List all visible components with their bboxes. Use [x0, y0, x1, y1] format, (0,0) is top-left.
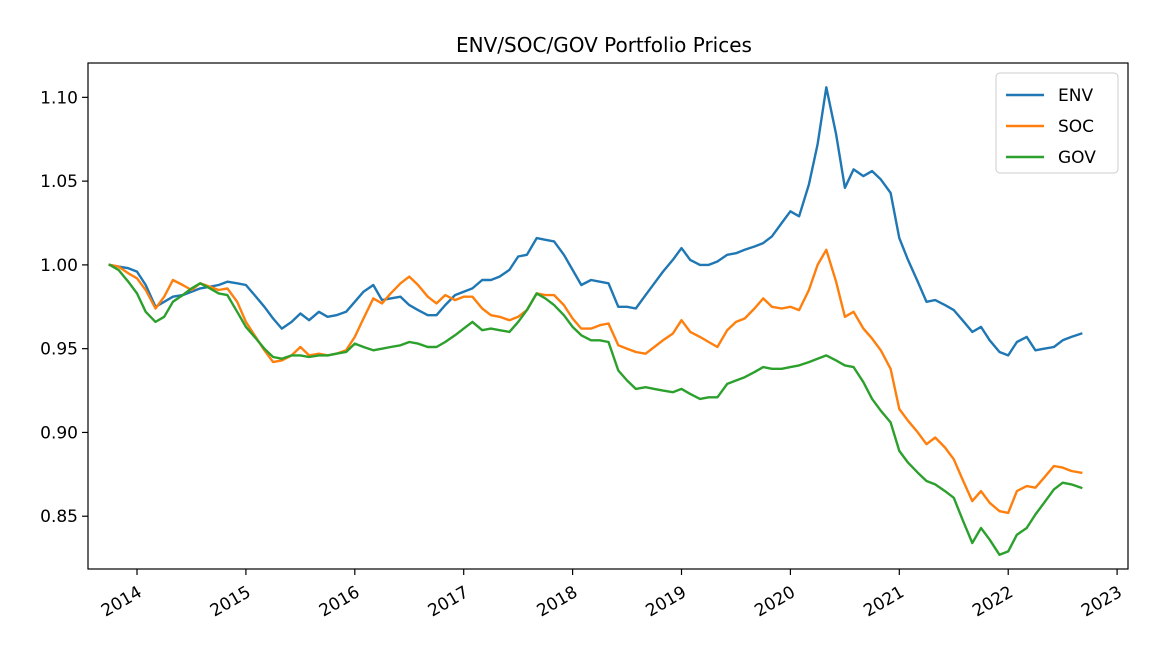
x-tick-label: 2015 [207, 582, 254, 621]
y-tick-label: 0.95 [40, 340, 78, 360]
x-tick-label: 2021 [860, 582, 907, 621]
y-axis: 0.85 0.90 0.95 1.00 1.05 1.10 [40, 88, 88, 527]
series-line-env [108, 86, 1083, 357]
x-tick-label: 2022 [969, 582, 1016, 621]
chart-title: ENV/SOC/GOV Portfolio Prices [456, 33, 752, 57]
legend-label-gov: GOV [1058, 148, 1096, 168]
series-line-gov [108, 263, 1083, 556]
x-tick-label: 2014 [98, 582, 145, 621]
x-axis: 2014 2015 2016 2017 2018 2019 2020 2021 2022 2023 [98, 569, 1126, 621]
series-layer [108, 86, 1083, 556]
legend-label-soc: SOC [1058, 117, 1094, 137]
series-line-soc [108, 248, 1083, 515]
x-tick-label: 2023 [1078, 582, 1125, 621]
x-tick-label: 2018 [534, 582, 581, 621]
legend-frame [995, 72, 1119, 174]
x-tick-label: 2019 [643, 582, 690, 621]
y-tick-label: 0.85 [40, 507, 78, 527]
y-tick-label: 1.05 [40, 172, 78, 192]
y-tick-label: 0.90 [40, 423, 78, 443]
x-tick-label: 2016 [316, 582, 363, 621]
legend: ENV SOC GOV [995, 72, 1119, 174]
y-tick-label: 1.10 [40, 88, 78, 108]
x-tick-label: 2020 [751, 582, 798, 621]
plot-area-frame [87, 62, 1129, 570]
y-tick-label: 1.00 [40, 256, 78, 276]
x-tick-label: 2017 [425, 582, 472, 621]
legend-label-env: ENV [1058, 86, 1093, 106]
